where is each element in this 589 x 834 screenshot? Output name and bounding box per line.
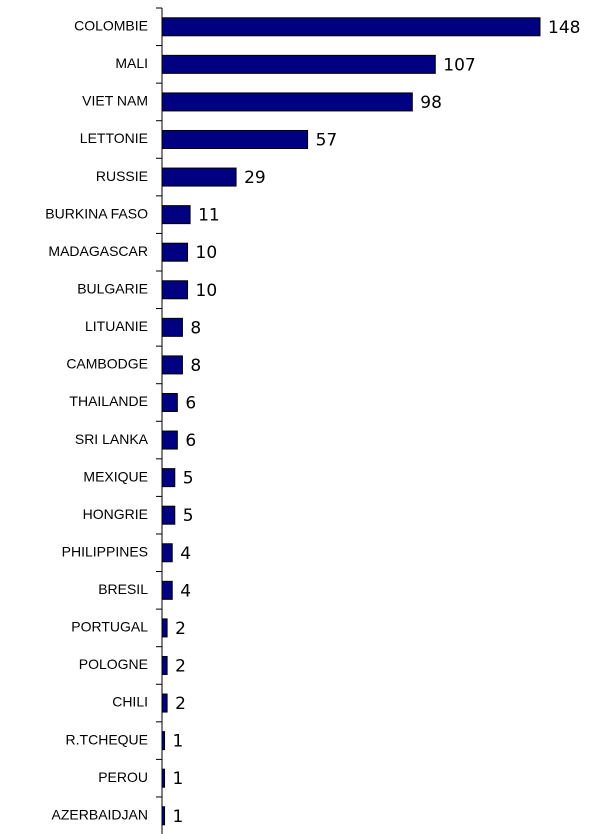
value-label: 4 [180,544,191,564]
bar [161,54,436,74]
value-label: 98 [420,93,442,113]
value-label: 8 [190,356,201,376]
category-label: COLOMBIE [74,17,148,33]
bar [161,280,189,300]
bar [161,205,191,225]
value-label: 57 [316,130,338,150]
bar [161,317,183,337]
bar [161,355,183,375]
bar [161,505,176,525]
bar [161,806,166,826]
bar [161,580,173,600]
category-label: SRI LANKA [75,431,149,447]
value-label: 2 [175,656,186,676]
category-label: LITUANIE [85,318,148,334]
value-label: 5 [183,469,194,489]
value-label: 6 [185,393,196,413]
value-label: 10 [196,243,218,263]
bar [161,543,173,563]
category-label: CAMBODGE [66,356,148,372]
value-label: 6 [185,431,196,451]
value-label: 107 [443,55,475,75]
category-label: BRESIL [98,581,148,597]
value-label: 2 [175,694,186,714]
bar [161,17,541,37]
bar [161,655,168,675]
category-label: RUSSIE [96,168,148,184]
category-label: BULGARIE [77,280,148,296]
category-label: MADAGASCAR [48,243,148,259]
bar [161,92,413,112]
value-label: 29 [244,168,266,188]
category-label: CHILI [112,694,148,710]
bar [161,618,168,638]
bar [161,768,166,788]
value-label: 1 [173,732,184,752]
bar [161,167,237,187]
category-label: POLOGNE [79,656,148,672]
category-label: MEXIQUE [83,468,148,484]
value-label: 4 [180,581,191,601]
bar [161,242,189,262]
category-label: THAILANDE [69,393,148,409]
category-label: AZERBAIDJAN [52,806,148,822]
value-label: 5 [183,506,194,526]
category-label: LETTONIE [80,130,148,146]
bar [161,392,178,412]
bar [161,468,176,488]
category-label: HONGRIE [83,506,148,522]
bar [161,731,166,751]
value-label: 2 [175,619,186,639]
category-label: PORTUGAL [71,619,148,635]
value-label: 1 [173,769,184,789]
category-label: PHILIPPINES [62,543,148,559]
bar [161,129,309,149]
value-label: 11 [198,206,220,226]
value-label: 8 [190,318,201,338]
category-label: R.TCHEQUE [66,731,148,747]
bar [161,430,178,450]
value-label: 1 [173,807,184,827]
value-label: 10 [196,281,218,301]
category-label: MALI [115,55,148,71]
category-label: VIET NAM [82,93,148,109]
bar [161,693,168,713]
category-label: BURKINA FASO [45,205,148,221]
category-label: PEROU [98,769,148,785]
value-label: 148 [548,18,580,38]
